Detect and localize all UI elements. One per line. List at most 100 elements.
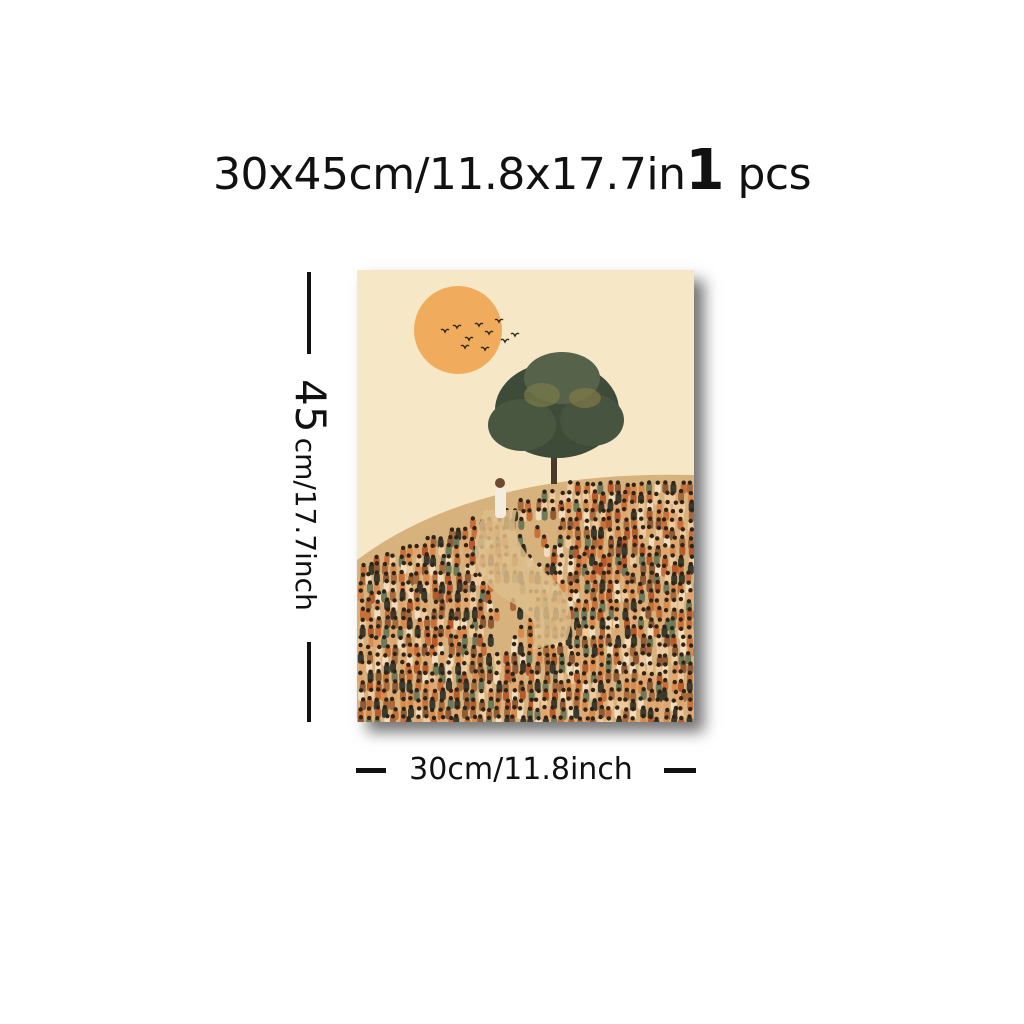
crowd-figure-head — [399, 669, 405, 674]
crowd-figure-head — [566, 497, 571, 503]
crowd-figure-head — [615, 508, 620, 513]
crowd-figure — [640, 563, 647, 575]
crowd-figure-head — [679, 571, 685, 576]
crowd-figure-head — [503, 680, 508, 685]
crowd-figure-head — [576, 563, 581, 568]
crowd-figure-head — [374, 581, 379, 586]
crowd-figure — [613, 671, 620, 683]
crowd-figure — [366, 698, 373, 710]
crowd-figure-head — [407, 653, 412, 658]
crowd-figure-head — [582, 563, 587, 569]
crowd-figure-head — [640, 525, 646, 530]
crowd-figure — [512, 663, 519, 675]
crowd-figure-head — [662, 687, 667, 692]
crowd-figure-head — [615, 569, 620, 575]
crowd-figure-head — [488, 633, 493, 639]
crowd-figure-head — [398, 625, 403, 631]
crowd-figure-head — [505, 669, 510, 674]
crowd-figure-head — [597, 671, 603, 676]
crowd-figure-head — [369, 633, 374, 639]
crowd-figure-head — [672, 643, 678, 649]
crowd-figure — [672, 563, 679, 575]
crowd-figure-head — [631, 482, 636, 488]
crowd-figure-head — [649, 617, 654, 622]
crowd-figure-head — [417, 554, 422, 559]
crowd-figure-head — [592, 535, 597, 541]
crowd-figure-head — [438, 632, 443, 638]
crowd-figure-head — [647, 579, 652, 584]
crowd-figure-head — [656, 525, 662, 531]
crowd-figure-head — [473, 669, 478, 674]
crowd-figure-head — [615, 526, 621, 531]
crowd-figure-head — [622, 563, 628, 569]
crowd-figure-head — [462, 633, 468, 639]
crowd-figure-head — [654, 707, 659, 713]
crowd-figure-head — [481, 707, 486, 712]
crowd-figure-head — [384, 662, 390, 667]
crowd-figure — [614, 626, 621, 638]
crowd-figure-head — [400, 588, 405, 593]
bird — [484, 330, 494, 336]
crowd-figure-head — [664, 597, 669, 603]
crowd-figure-head — [558, 642, 563, 647]
crowd-figure — [375, 626, 382, 638]
crowd-figure — [438, 545, 445, 557]
crowd-figure-head — [393, 679, 398, 684]
crowd-figure — [373, 572, 380, 584]
crowd-figure-head — [471, 697, 476, 702]
crowd-figure-head — [457, 641, 462, 647]
crowd-figure-head — [568, 644, 573, 650]
crowd-figure — [598, 653, 605, 665]
crowd-figure-head — [678, 696, 684, 701]
crowd-figure-head — [374, 635, 379, 640]
crowd-figure-head — [664, 715, 669, 720]
crowd-figure-head — [622, 588, 628, 594]
crowd-figure-head — [488, 688, 494, 693]
bird — [480, 346, 490, 352]
crowd-figure-head — [472, 525, 477, 531]
crowd-figure-head — [407, 669, 412, 674]
crowd-figure-head — [462, 705, 468, 711]
crowd-figure-head — [520, 659, 526, 665]
crowd-figure-head — [518, 497, 523, 503]
crowd-figure-head — [432, 651, 438, 657]
crowd-figure-head — [670, 543, 675, 549]
crowd-figure-head — [574, 669, 580, 675]
crowd-figure-head — [639, 516, 644, 521]
crowd-figure-head — [517, 533, 523, 539]
crowd-figure-head — [543, 679, 548, 685]
crowd-figure-head — [672, 535, 678, 540]
crowd-figure-head — [464, 650, 469, 656]
crowd-figure — [464, 572, 471, 584]
crowd-figure-head — [630, 661, 635, 667]
crowd-figure — [519, 689, 526, 701]
crowd-figure-head — [448, 615, 453, 621]
crowd-figure-head — [638, 696, 643, 701]
crowd-figure-head — [687, 607, 692, 612]
crowd-figure-head — [478, 662, 483, 668]
crowd-figure-head — [678, 596, 684, 602]
crowd-figure-head — [646, 524, 652, 530]
crowd-figure-head — [615, 589, 620, 595]
crowd-figure-head — [574, 705, 579, 710]
crowd-figure-head — [598, 534, 603, 540]
crowd-figure-head — [416, 634, 421, 639]
crowd-figure-head — [638, 680, 643, 685]
crowd-figure-head — [614, 607, 620, 612]
crowd-figure-head — [670, 553, 675, 558]
crowd-figure-head — [622, 643, 627, 649]
crowd-figure-head — [399, 597, 404, 602]
crowd-figure-head — [681, 688, 687, 694]
crowd-figure — [605, 671, 612, 683]
crowd-figure-head — [625, 571, 630, 576]
crowd-figure-head — [584, 507, 589, 513]
crowd-figure-head — [366, 706, 372, 711]
crowd-figure-head — [669, 527, 675, 532]
crowd — [357, 480, 694, 722]
crowd-figure-head — [688, 706, 693, 712]
crowd-figure-head — [383, 670, 389, 675]
crowd-figure-head — [558, 715, 563, 720]
crowd-figure-head — [590, 687, 596, 693]
crowd-figure-head — [385, 644, 391, 649]
crowd-figure-head — [606, 716, 611, 721]
